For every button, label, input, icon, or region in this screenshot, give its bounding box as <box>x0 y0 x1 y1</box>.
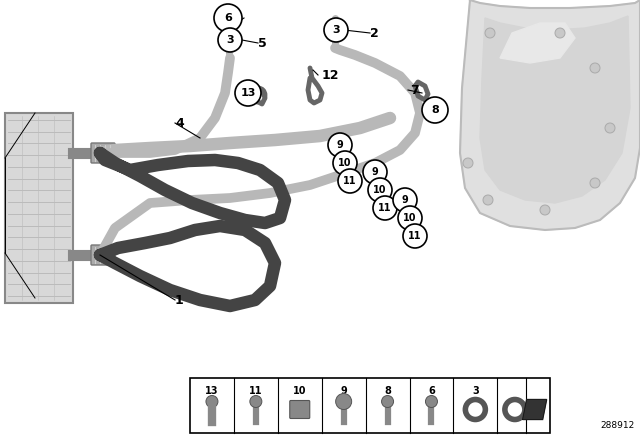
Text: 13: 13 <box>240 88 256 98</box>
Circle shape <box>381 396 394 408</box>
Circle shape <box>393 188 417 212</box>
Text: 3: 3 <box>472 386 479 396</box>
Polygon shape <box>460 0 640 230</box>
Circle shape <box>590 63 600 73</box>
Circle shape <box>485 28 495 38</box>
Circle shape <box>324 18 348 42</box>
FancyBboxPatch shape <box>290 401 310 418</box>
Text: 6: 6 <box>224 13 232 23</box>
Circle shape <box>605 123 615 133</box>
Text: 1: 1 <box>175 293 184 306</box>
Circle shape <box>206 396 218 408</box>
Circle shape <box>328 26 342 40</box>
Text: 8: 8 <box>384 386 391 396</box>
Text: 11: 11 <box>249 386 262 396</box>
Circle shape <box>328 133 352 157</box>
FancyBboxPatch shape <box>91 245 115 265</box>
Circle shape <box>235 80 261 106</box>
Circle shape <box>463 158 473 168</box>
Text: 3: 3 <box>332 25 340 35</box>
Text: 9: 9 <box>337 140 344 150</box>
Polygon shape <box>480 16 630 203</box>
Text: 288912: 288912 <box>601 421 635 430</box>
FancyBboxPatch shape <box>190 378 550 433</box>
Circle shape <box>218 28 242 52</box>
Circle shape <box>373 196 397 220</box>
Text: 7: 7 <box>410 83 419 96</box>
Circle shape <box>555 28 565 38</box>
Circle shape <box>363 160 387 184</box>
Text: 11: 11 <box>378 203 392 213</box>
Text: 10: 10 <box>373 185 387 195</box>
Text: 10: 10 <box>293 386 307 396</box>
Circle shape <box>540 205 550 215</box>
Text: 9: 9 <box>372 167 378 177</box>
Text: 13: 13 <box>205 386 219 396</box>
Text: 2: 2 <box>370 26 379 39</box>
Circle shape <box>403 224 427 248</box>
Circle shape <box>398 206 422 230</box>
Text: 9: 9 <box>402 195 408 205</box>
Circle shape <box>335 393 351 409</box>
Text: 10: 10 <box>339 158 352 168</box>
Circle shape <box>221 33 235 47</box>
Polygon shape <box>500 23 575 63</box>
Circle shape <box>333 151 357 175</box>
Circle shape <box>250 396 262 408</box>
Circle shape <box>368 178 392 202</box>
Polygon shape <box>523 400 547 419</box>
FancyBboxPatch shape <box>5 113 73 303</box>
Text: 5: 5 <box>258 36 267 49</box>
Circle shape <box>422 97 448 123</box>
Text: 6: 6 <box>428 386 435 396</box>
Text: 11: 11 <box>343 176 356 186</box>
Circle shape <box>590 178 600 188</box>
Text: 3: 3 <box>226 35 234 45</box>
Text: 8: 8 <box>431 105 439 115</box>
Circle shape <box>214 4 242 32</box>
Text: 10: 10 <box>403 213 417 223</box>
FancyBboxPatch shape <box>91 143 115 163</box>
Text: 12: 12 <box>322 69 339 82</box>
Text: 9: 9 <box>340 386 347 396</box>
Circle shape <box>338 169 362 193</box>
Circle shape <box>483 195 493 205</box>
Text: 11: 11 <box>408 231 422 241</box>
Text: 4: 4 <box>175 116 184 129</box>
Circle shape <box>426 396 438 408</box>
